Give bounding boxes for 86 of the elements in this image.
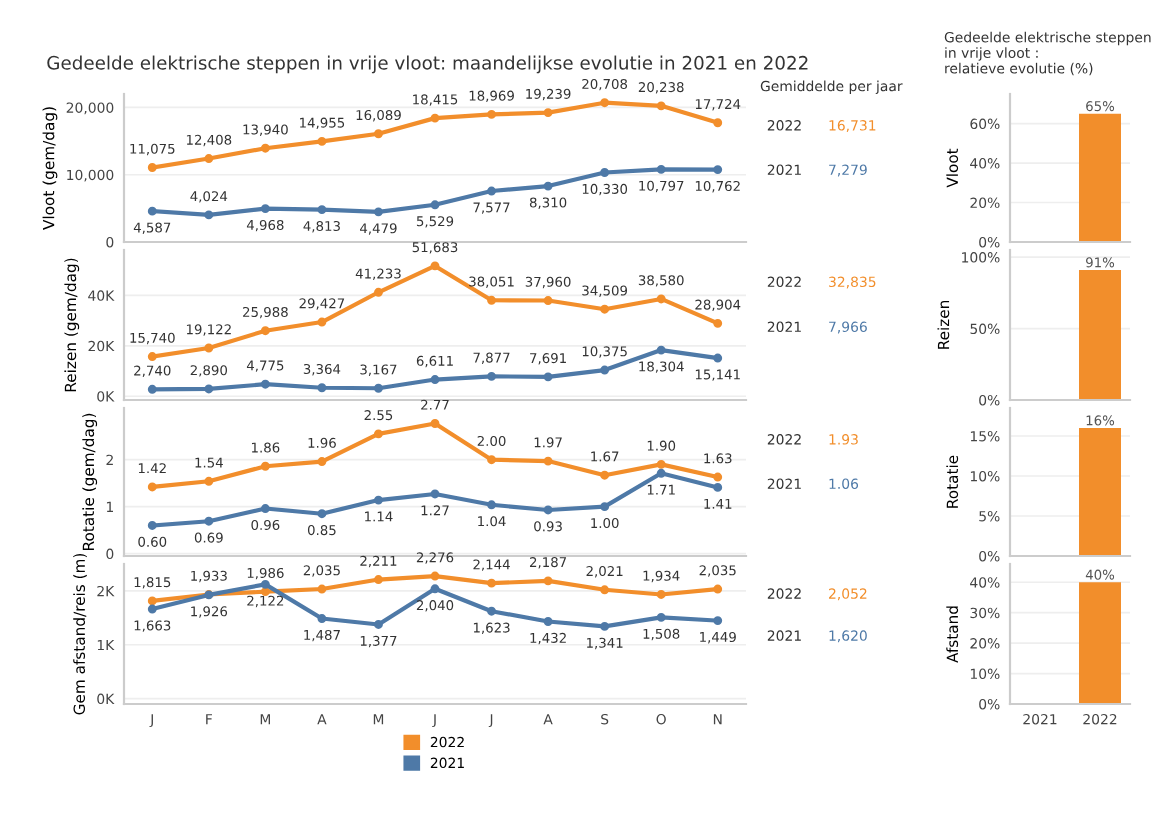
- point: [317, 584, 327, 594]
- point: [204, 154, 214, 163]
- point: [317, 317, 327, 327]
- point: [600, 585, 610, 595]
- point: [656, 345, 666, 355]
- point: [487, 295, 496, 305]
- point: [487, 455, 496, 465]
- point: [713, 584, 723, 594]
- point: [600, 470, 610, 480]
- point: [430, 375, 440, 384]
- point: [147, 521, 157, 530]
- point: [260, 143, 270, 153]
- point: [430, 571, 440, 581]
- point: [656, 612, 666, 622]
- point: [260, 504, 270, 513]
- point: [374, 495, 383, 505]
- point: [430, 113, 440, 123]
- point: [543, 372, 553, 382]
- point: [656, 590, 666, 599]
- point: [656, 468, 666, 478]
- point: [600, 621, 610, 631]
- point: [543, 505, 553, 515]
- point: [147, 206, 157, 216]
- point: [430, 584, 440, 594]
- point: [430, 200, 440, 210]
- point: [374, 129, 383, 139]
- point: [713, 318, 723, 328]
- point: [374, 575, 383, 585]
- point: [600, 502, 610, 512]
- point: [713, 118, 723, 128]
- point: [317, 205, 327, 215]
- point: [543, 456, 553, 466]
- point: [713, 616, 723, 626]
- point: [543, 576, 553, 586]
- point: [260, 326, 270, 336]
- point: [260, 379, 270, 389]
- point: [600, 168, 610, 177]
- point: [656, 101, 666, 111]
- point: [204, 343, 214, 353]
- point: [204, 210, 214, 220]
- point: [204, 384, 214, 394]
- point: [374, 287, 383, 297]
- point: [600, 98, 610, 108]
- point: [656, 294, 666, 304]
- point: [317, 383, 327, 393]
- point: [260, 461, 270, 471]
- point: [317, 614, 327, 623]
- point: [317, 136, 327, 146]
- point: [374, 207, 383, 217]
- point: [147, 384, 157, 394]
- point: [487, 186, 496, 196]
- point: [713, 353, 723, 363]
- point: [147, 596, 157, 606]
- point: [656, 164, 666, 174]
- point: [656, 459, 666, 469]
- point: [374, 429, 383, 439]
- point: [430, 489, 440, 499]
- point: [543, 108, 553, 118]
- point: [713, 165, 723, 175]
- point: [204, 516, 214, 526]
- point: [713, 482, 723, 492]
- point: [487, 371, 496, 381]
- point: [600, 365, 610, 375]
- point: [260, 579, 270, 589]
- point: [260, 204, 270, 214]
- point: [374, 383, 383, 393]
- point: [487, 578, 496, 588]
- point: [317, 457, 327, 467]
- point: [543, 296, 553, 305]
- point: [317, 509, 327, 519]
- point: [487, 109, 496, 119]
- point: [204, 476, 214, 486]
- point: [430, 261, 440, 271]
- point: [543, 617, 553, 626]
- point: [713, 472, 723, 482]
- point: [147, 482, 157, 492]
- chart-title: Gedeelde elektrische steppen in vrije vloot: maandelijkse evolutie in 2021 en 2022: [47, 55, 808, 74]
- point: [147, 163, 157, 172]
- point: [487, 606, 496, 616]
- point: [430, 419, 440, 428]
- point: [374, 620, 383, 629]
- point: [600, 304, 610, 314]
- point: [543, 181, 553, 191]
- point: [487, 500, 496, 510]
- point: [147, 604, 157, 614]
- point: [147, 352, 157, 361]
